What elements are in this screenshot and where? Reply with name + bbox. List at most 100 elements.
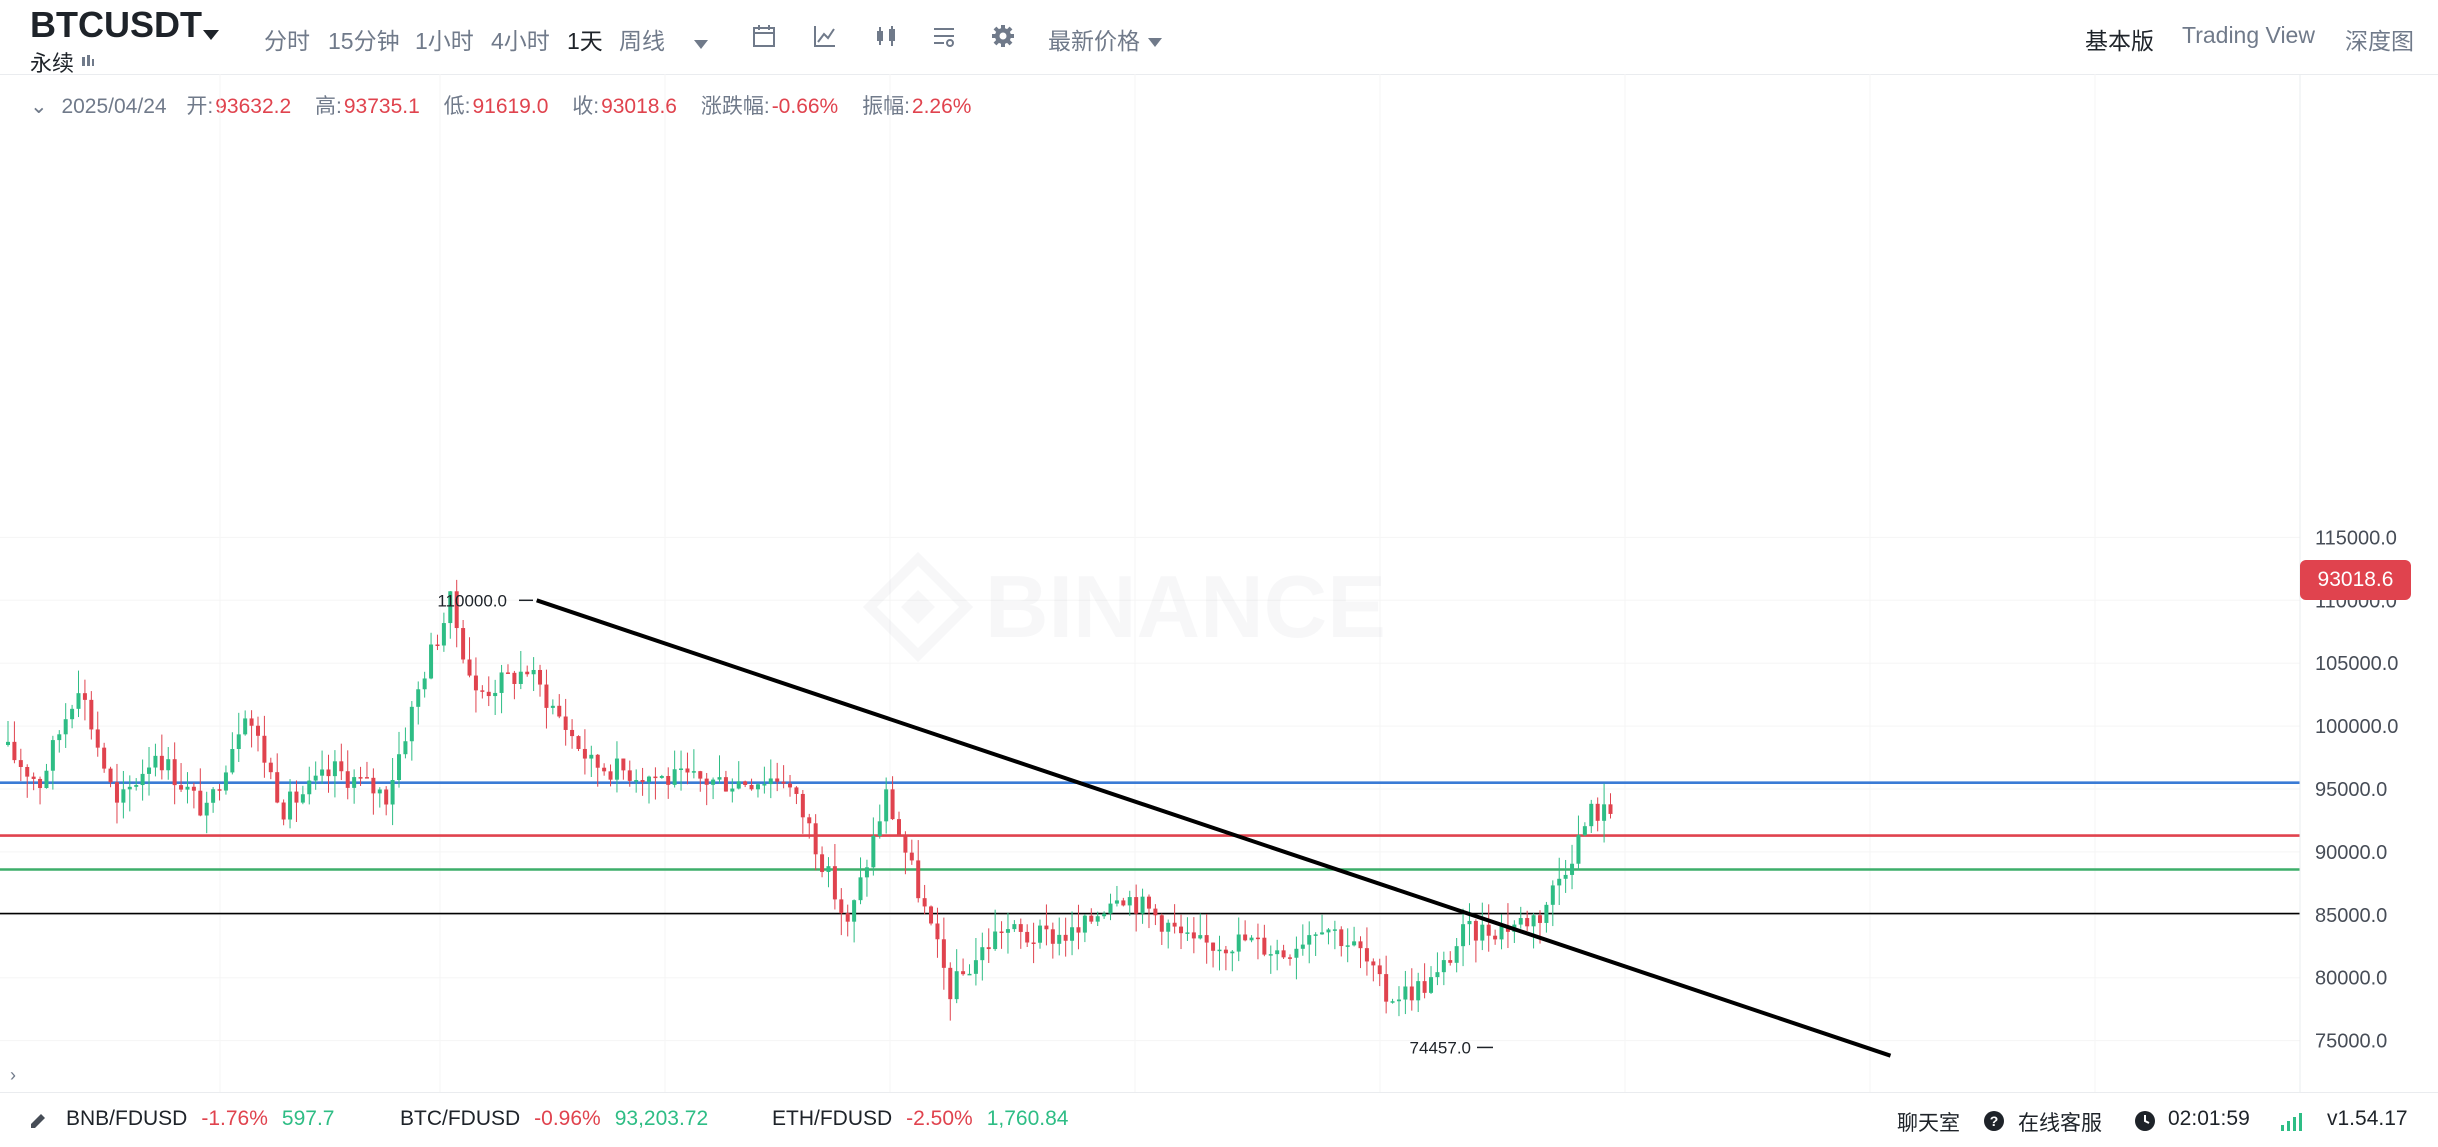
candle-body (967, 973, 972, 976)
candle (339, 743, 344, 781)
view-tab-depth[interactable]: 深度图 (2345, 28, 2414, 54)
candle (384, 786, 389, 816)
candle-body (371, 777, 376, 794)
online-support-link[interactable]: 在线客服 (2018, 1112, 2102, 1135)
candle (1448, 951, 1453, 966)
candle (749, 778, 754, 791)
candle-body (1300, 944, 1305, 949)
candle-body (230, 749, 235, 773)
candle-body (1473, 920, 1478, 941)
candle-body (1095, 916, 1100, 922)
candle (1294, 936, 1299, 980)
candle-body (1441, 960, 1446, 973)
candle (435, 634, 440, 651)
candle (1204, 914, 1209, 964)
candle-body (294, 791, 299, 803)
candle-body (1461, 924, 1466, 947)
candle (102, 742, 107, 773)
candle-body (1518, 918, 1523, 925)
candle-body (576, 736, 581, 749)
timeframe-tab[interactable]: 周线 (619, 28, 665, 54)
ticker-eth[interactable]: ETH/FDUSD -2.50% 1,760.84 (772, 1107, 1069, 1130)
candle (82, 679, 87, 721)
candle-body (723, 777, 728, 792)
candle-body (749, 784, 754, 790)
candle (1467, 903, 1472, 946)
candle (1371, 958, 1376, 982)
timeframe-tab-active[interactable]: 1天 (567, 28, 603, 54)
candlestick-chart[interactable]: BINANCE 110000.0 74457.0 115000.0 110000.… (0, 74, 2438, 1092)
candle-body (884, 789, 889, 822)
help-icon[interactable]: ? (1983, 1110, 2005, 1132)
candle (288, 779, 293, 829)
view-tab-basic[interactable]: 基本版 (2085, 28, 2154, 54)
timeframe-tab[interactable]: 1小时 (415, 28, 474, 54)
candle (31, 772, 36, 791)
calendar-icon[interactable] (750, 22, 778, 50)
chat-room-link[interactable]: 聊天室 (1897, 1112, 1960, 1135)
candle-body (147, 767, 152, 774)
candle-body (864, 867, 869, 878)
chart-settings-icon[interactable] (930, 22, 958, 50)
candle-body (326, 769, 331, 777)
candle (1300, 924, 1305, 956)
candle-body (499, 672, 504, 693)
candle-body (127, 786, 132, 790)
candle (518, 650, 523, 690)
candle (1422, 963, 1427, 999)
indicator-icon[interactable] (811, 22, 839, 50)
candle (1518, 906, 1523, 929)
expand-arrow-icon[interactable]: › (10, 1065, 16, 1085)
price-axis-label: 75000.0 (2315, 1031, 2387, 1053)
candle (781, 765, 786, 789)
candle-body (1191, 932, 1196, 939)
candle-body (922, 898, 927, 907)
candle (711, 777, 716, 800)
candle (589, 745, 594, 777)
candle-body (377, 789, 382, 794)
gear-icon[interactable] (989, 22, 1017, 50)
candle-body (18, 760, 23, 767)
timeframe-tab[interactable]: 15分钟 (328, 28, 400, 54)
candle-body (877, 821, 882, 836)
more-timeframes-icon[interactable] (694, 30, 708, 57)
timeframe-tab[interactable]: 分时 (264, 28, 310, 54)
candle-body (1031, 942, 1036, 944)
candle (544, 669, 549, 729)
candle-body (384, 789, 389, 805)
candle (1582, 822, 1587, 837)
chevron-down-icon[interactable]: ⌄ (30, 95, 48, 118)
candle (531, 657, 536, 692)
candle (326, 754, 331, 793)
candle (1255, 923, 1260, 960)
timeframe-tab[interactable]: 4小时 (491, 28, 550, 54)
ticker-bnb[interactable]: BNB/FDUSD -1.76% 597.7 (66, 1107, 335, 1130)
candle-body (461, 628, 466, 660)
price-type-label: 最新价格 (1048, 28, 1140, 54)
symbol-selector[interactable]: BTCUSDT (30, 4, 202, 45)
candle-body (1146, 896, 1151, 909)
candle-body (826, 866, 831, 872)
ticker-btc[interactable]: BTC/FDUSD -0.96% 93,203.72 (400, 1107, 709, 1130)
price-axis-label: 90000.0 (2315, 842, 2387, 864)
candle (820, 846, 825, 878)
candle-body (890, 789, 895, 820)
candle (1108, 893, 1113, 921)
candle (1063, 917, 1068, 957)
candle (1493, 929, 1498, 945)
candle (1602, 783, 1607, 843)
svg-text:?: ? (1990, 1113, 1999, 1129)
candle (1102, 911, 1107, 919)
candle-body (1185, 932, 1190, 934)
edit-icon[interactable] (28, 1111, 48, 1131)
candle (576, 735, 581, 752)
candle (1121, 897, 1126, 907)
symbol-dropdown-icon[interactable] (203, 30, 219, 40)
view-tab-tradingview[interactable]: Trading View (2182, 22, 2315, 48)
price-type-dropdown[interactable]: 最新价格 (1048, 22, 1162, 56)
candle-body (1339, 929, 1344, 947)
candle-type-icon[interactable] (872, 22, 900, 50)
candle (864, 859, 869, 897)
candle (929, 905, 934, 926)
candle (332, 750, 337, 798)
